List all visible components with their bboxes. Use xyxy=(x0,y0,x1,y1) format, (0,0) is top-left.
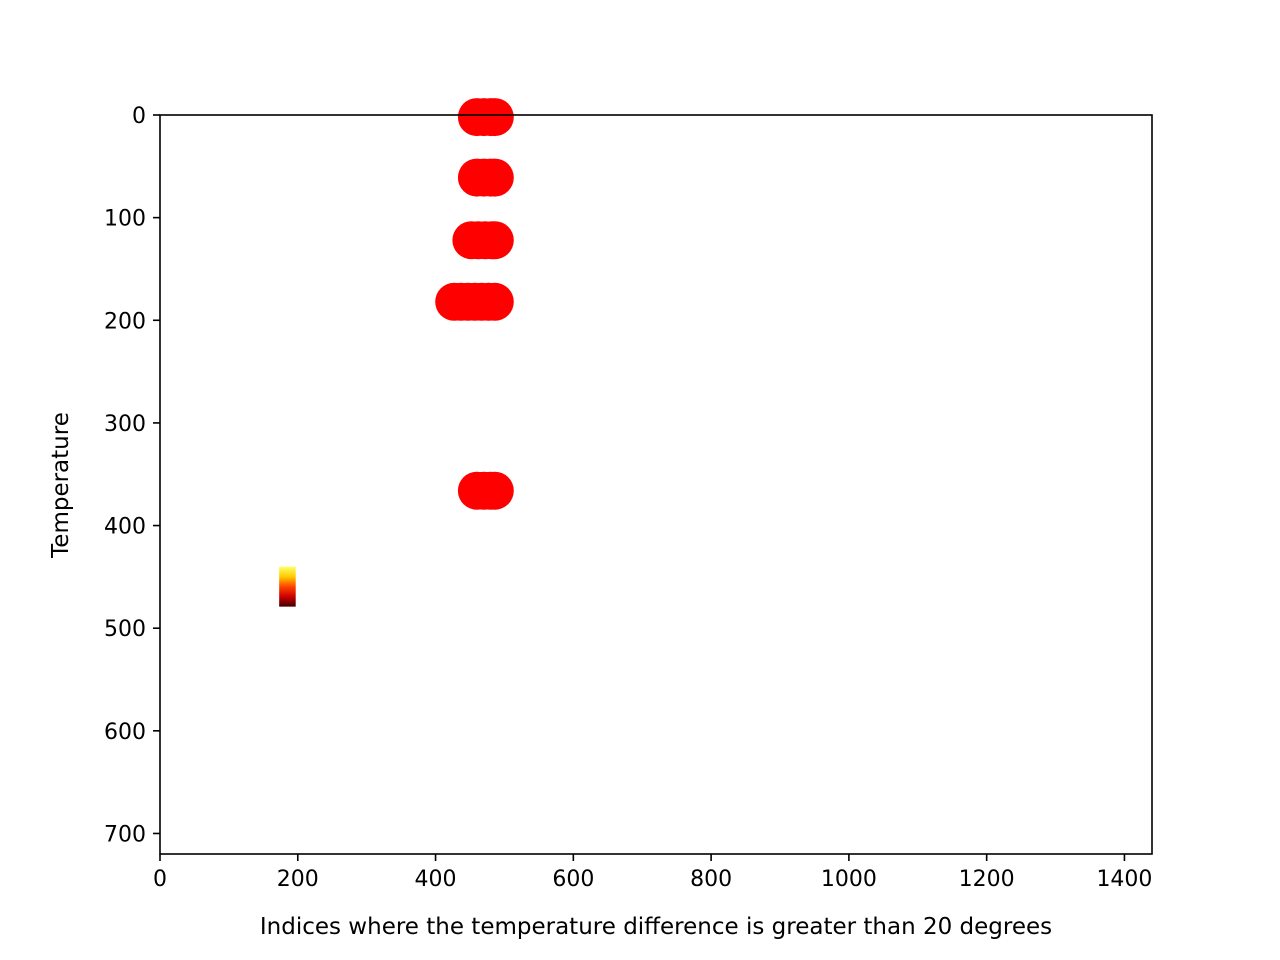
heat-image-patch xyxy=(279,566,296,607)
x-tick-label: 0 xyxy=(153,867,167,892)
x-axis-label: Indices where the temperature difference… xyxy=(260,914,1052,940)
scatter-point xyxy=(475,282,514,321)
scatter-point xyxy=(475,471,514,510)
scatter-point xyxy=(475,221,514,260)
y-tick-label: 100 xyxy=(104,207,146,232)
y-tick-label: 400 xyxy=(104,515,146,540)
x-tick-label: 1000 xyxy=(821,867,877,892)
x-axis: 0 200 400 600 800 1000 1200 1400 xyxy=(153,854,1152,892)
x-tick-label: 400 xyxy=(415,867,457,892)
heat-image-cell xyxy=(279,566,296,607)
y-tick-label: 200 xyxy=(104,309,146,334)
y-tick-label: 700 xyxy=(104,822,146,847)
y-tick-label: 600 xyxy=(104,720,146,745)
x-tick-label: 800 xyxy=(690,867,732,892)
y-tick-label: 300 xyxy=(104,412,146,437)
x-tick-label: 600 xyxy=(552,867,594,892)
x-tick-label: 1200 xyxy=(959,867,1015,892)
y-tick-label: 0 xyxy=(132,104,146,129)
y-axis: 0 100 200 300 400 500 600 700 xyxy=(104,104,160,847)
scatter-points xyxy=(435,98,514,510)
y-tick-label: 500 xyxy=(104,617,146,642)
x-tick-label: 200 xyxy=(277,867,319,892)
plot-frame xyxy=(159,114,1153,855)
x-tick-label: 1400 xyxy=(1096,867,1152,892)
y-axis-label: Temperature xyxy=(48,412,74,559)
scatter-point xyxy=(475,158,514,197)
scatter-point xyxy=(475,98,514,137)
